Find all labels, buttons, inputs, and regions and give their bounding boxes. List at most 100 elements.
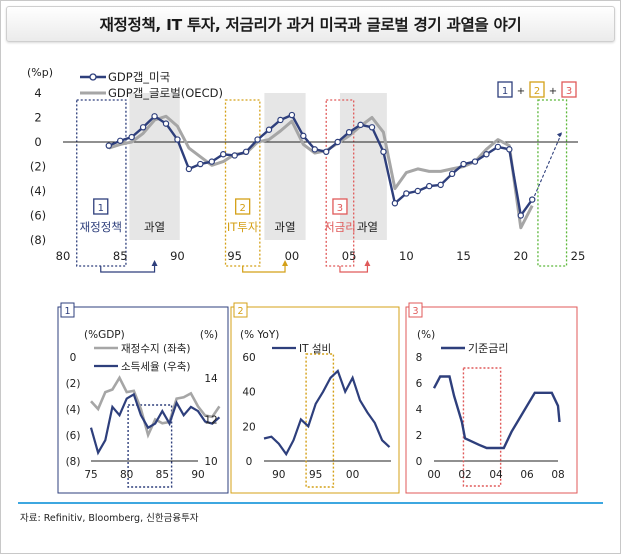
- main-y-tick-label: (4): [30, 184, 46, 198]
- main-box-3-label: 3: [337, 203, 343, 214]
- panel-1-left-tick: (6): [66, 430, 81, 442]
- panel-3-y-tick: 0: [416, 456, 423, 468]
- main-y-tick-label: (6): [30, 209, 46, 223]
- panel-1-left-tick: 0: [70, 352, 77, 364]
- main-y-tick-label: (2): [30, 160, 46, 174]
- page-title: 재정정책, IT 투자, 저금리가 과거 미국과 글로벌 경기 과열을 야기: [99, 16, 522, 34]
- us-data-point: [426, 182, 433, 190]
- legend-label-global: GDP갭_글로벌(OECD): [108, 86, 223, 100]
- step-box-label: 1: [502, 86, 508, 97]
- us-data-point: [254, 136, 261, 143]
- panel-1-right-unit: (%): [200, 329, 218, 341]
- main-y-tick-label: (8): [30, 233, 46, 247]
- step-box-1: [497, 81, 513, 98]
- annotation-overheat-3: 과열: [357, 220, 378, 234]
- main-x-tick-label: 05: [342, 249, 357, 263]
- main-x-tick-label: 95: [227, 249, 242, 263]
- main-y-tick-label: 0: [34, 135, 41, 149]
- us-data-point: [231, 152, 238, 159]
- us-data-point: [483, 151, 490, 158]
- panel-1-frame: [57, 306, 229, 494]
- us-data-point: [506, 146, 513, 153]
- panel-1-line-fiscal: [90, 375, 221, 439]
- us-data-point: [139, 124, 147, 131]
- panel-2-x-tick: 95: [309, 469, 322, 481]
- overheat-shade-3: [339, 93, 387, 240]
- panel-2-y-tick: 0: [246, 456, 253, 468]
- main-x-tick-label: 90: [170, 249, 185, 263]
- us-data-point: [437, 181, 444, 189]
- connector-3-head: [364, 260, 371, 266]
- panel-3-y-tick: 8: [416, 352, 423, 364]
- panel-2-unit: (% YoY): [240, 329, 279, 341]
- panel-2-num: [233, 302, 248, 318]
- legend-label-us: GDP갭_미국: [108, 70, 170, 84]
- us-data-point: [517, 212, 524, 219]
- annotation-overheat-1: 과열: [144, 220, 165, 234]
- main-x-tick-label: 15: [456, 249, 471, 263]
- legend-marker-us: [89, 73, 97, 81]
- panel-3-x-tick: 06: [520, 469, 534, 481]
- us-data-point: [391, 200, 399, 207]
- main-y-unit: (%p): [27, 66, 53, 79]
- us-data-point: [311, 146, 318, 153]
- panel-3-num-label: 3: [412, 306, 418, 317]
- policy-box-rate: [325, 99, 355, 267]
- panel-1-x-tick: 90: [191, 469, 204, 481]
- panel-2-highlight: [305, 353, 335, 488]
- main-box-3: [332, 198, 348, 215]
- panel-3-x-tick: 08: [551, 469, 564, 481]
- panel-1-highlight: [127, 404, 173, 488]
- main-x-tick-label: 00: [285, 249, 300, 263]
- us-data-point: [368, 124, 376, 131]
- panel-1-right-tick: 12: [204, 414, 217, 426]
- us-data-point: [380, 148, 387, 155]
- panel-2-legend-label: IT 설비: [299, 343, 331, 355]
- us-data-point: [162, 120, 170, 127]
- main-y-tick-label: 2: [34, 111, 41, 125]
- panel-3-x-tick: 02: [458, 469, 471, 481]
- connector-1-head: [151, 260, 158, 266]
- us-data-point: [105, 142, 112, 149]
- forecast-box: [537, 99, 568, 267]
- source-divider: [18, 502, 603, 504]
- us-data-point: [334, 138, 341, 146]
- title-bar: 재정정책, IT 투자, 저금리가 과거 미국과 글로벌 경기 과열을 야기: [6, 6, 615, 42]
- main-y-tick-label: 4: [34, 86, 41, 100]
- step-box-label: 2: [534, 86, 540, 97]
- us-data-point: [357, 121, 364, 129]
- step-box-3: [561, 81, 577, 98]
- overheat-shade-2: [264, 93, 306, 240]
- panel-2-x-tick: 00: [346, 469, 359, 481]
- panel-2-y-tick: 60: [242, 352, 255, 364]
- main-box-2: [235, 198, 251, 215]
- us-data-point: [323, 148, 330, 155]
- panel-2-line-it: [263, 368, 391, 457]
- panel-3-x-tick: 04: [489, 469, 503, 481]
- panel-2-x-tick: 90: [272, 469, 285, 481]
- panel-1-legend-tax: 소득세율 (우축): [121, 361, 191, 373]
- annotation-rate: 저금리: [324, 220, 356, 234]
- main-x-tick-label: 85: [113, 249, 128, 263]
- panel-3-legend-label: 기준금리: [468, 342, 508, 355]
- connector-2-head: [282, 260, 289, 266]
- us-data-point: [448, 170, 456, 178]
- panel-3-x-tick: 00: [427, 469, 440, 481]
- panel-3-y-tick: 6: [416, 378, 423, 390]
- main-box-1: [93, 198, 109, 215]
- panel-1-num-label: 1: [64, 306, 70, 317]
- main-x-tick-label: 20: [513, 249, 528, 263]
- us-data-point: [220, 151, 227, 158]
- us-data-point: [494, 143, 502, 151]
- us-data-point: [471, 158, 479, 165]
- forecast-arrow: [534, 131, 563, 197]
- step-box-2: [529, 81, 545, 98]
- main-x-tick-label: 10: [399, 249, 414, 263]
- us-data-point: [128, 133, 135, 141]
- panel-3-line-rate: [432, 375, 561, 450]
- panel-1-legend-fiscal: 재정수지 (좌축): [121, 343, 191, 355]
- panel-3-y-tick: 4: [416, 404, 423, 416]
- us-data-point: [529, 196, 536, 203]
- policy-box-it: [224, 99, 261, 267]
